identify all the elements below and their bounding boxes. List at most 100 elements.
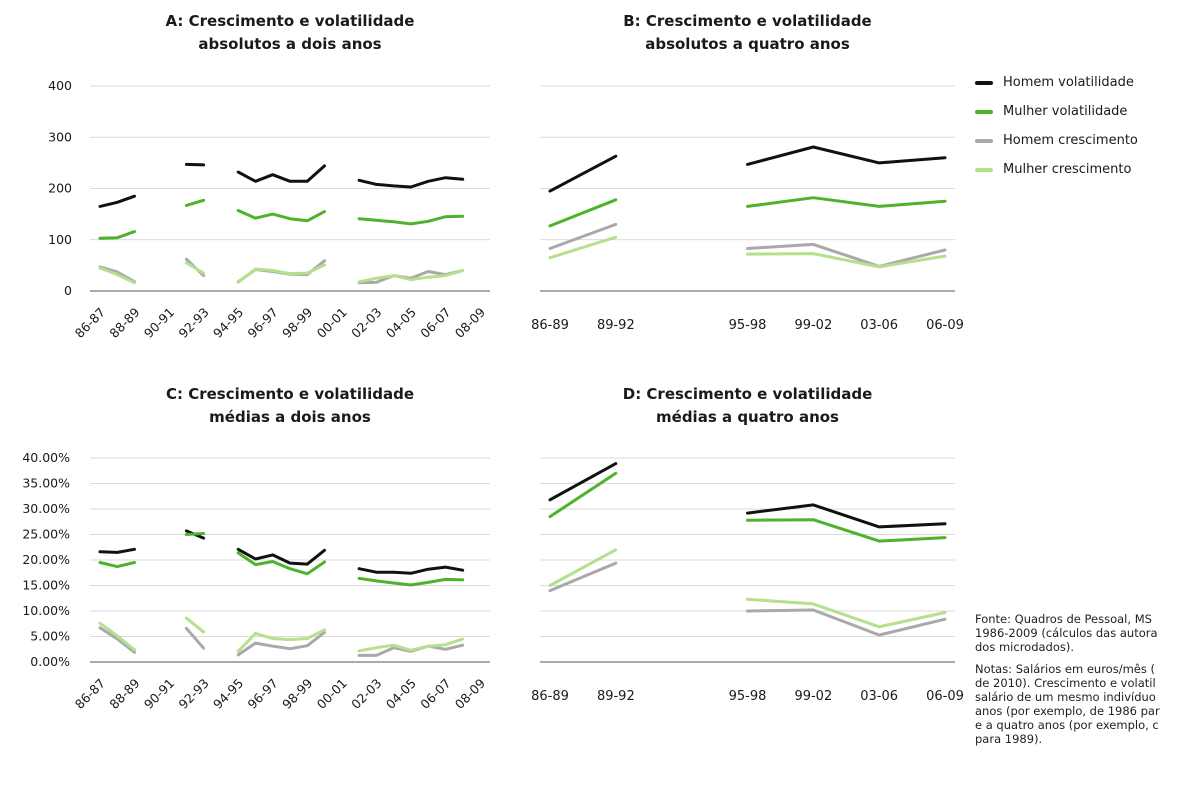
series-line-homem-crescimento: [746, 242, 947, 268]
series-line-mulher-crescimento: [98, 621, 136, 652]
chart-title: D: Crescimento e volatilidade: [623, 385, 873, 403]
legend-swatch: [975, 80, 993, 85]
notes-line: e a quatro anos (por exemplo, c: [975, 718, 1159, 732]
x-tick-label: 88-89: [106, 675, 142, 711]
series-line-homem-volatilidade: [98, 547, 136, 554]
series-line-mulher-volatilidade: [746, 518, 947, 543]
chart-title: B: Crescimento e volatilidade: [623, 12, 871, 30]
series-line-mulher-crescimento: [746, 252, 947, 269]
series-line-mulher-volatilidade: [236, 551, 326, 576]
chart-panel-d: D: Crescimento e volatilidade médias a qu…: [531, 385, 964, 704]
x-tick-label: 03-06: [860, 318, 898, 333]
y-tick-label: 35.00%: [22, 476, 70, 491]
series-line-homem-crescimento: [746, 608, 947, 637]
y-tick-label: 300: [48, 129, 72, 144]
legend-item-mulher-crescimento: Mulher crescimento: [975, 155, 1138, 184]
series-line-homem-crescimento: [548, 222, 618, 250]
series-line-homem-crescimento: [236, 630, 326, 657]
series-line-mulher-volatilidade: [98, 561, 136, 569]
legend-item-homem-crescimento: Homem crescimento: [975, 126, 1138, 155]
chart-title: médias a quatro anos: [656, 408, 839, 426]
x-tick-label: 89-92: [597, 318, 635, 333]
series-line-homem-volatilidade: [236, 164, 326, 183]
y-tick-label: 15.00%: [22, 578, 70, 593]
x-tick-label: 00-01: [314, 305, 350, 341]
notes-line: para 1989).: [975, 732, 1043, 746]
y-tick-label: 20.00%: [22, 552, 70, 567]
y-tick-label: 10.00%: [22, 603, 70, 618]
series-line-mulher-crescimento: [357, 269, 465, 284]
x-tick-label: 95-98: [729, 318, 767, 333]
y-tick-label: 5.00%: [30, 629, 70, 644]
x-tick-label: 99-02: [794, 689, 832, 704]
source-line: 1986-2009 (cálculos das autora: [975, 626, 1158, 640]
chart-panel-a: A: Crescimento e volatilidade absolutos a…: [48, 12, 490, 341]
x-tick-label: 90-91: [141, 305, 177, 341]
legend-label: Homem crescimento: [1003, 133, 1138, 148]
series-line-homem-volatilidade: [236, 547, 326, 566]
series-line-mulher-volatilidade: [184, 198, 206, 207]
y-tick-label: 0.00%: [30, 654, 70, 669]
legend-label: Homem volatilidade: [1003, 75, 1134, 90]
x-tick-label: 89-92: [597, 689, 635, 704]
series-line-mulher-crescimento: [357, 637, 465, 653]
chart-title: C: Crescimento e volatilidade: [166, 385, 414, 403]
notes-line: anos (por exemplo, de 1986 par: [975, 704, 1160, 718]
series-line-mulher-volatilidade: [548, 471, 618, 519]
x-tick-label: 94-95: [210, 305, 246, 341]
y-tick-label: 400: [48, 78, 72, 93]
chart-panel-b: B: Crescimento e volatilidade absolutos a…: [531, 12, 964, 333]
chart-title: absolutos a dois anos: [198, 35, 381, 53]
series-line-homem-volatilidade: [548, 462, 618, 502]
series-line-mulher-volatilidade: [746, 196, 947, 208]
x-tick-label: 03-06: [860, 689, 898, 704]
series-line-mulher-crescimento: [746, 597, 947, 629]
y-tick-label: 0: [64, 283, 72, 298]
series-line-mulher-crescimento: [548, 235, 618, 260]
legend-label: Mulher volatilidade: [1003, 104, 1128, 119]
source-line: Fonte: Quadros de Pessoal, MS: [975, 612, 1152, 626]
x-tick-label: 92-93: [175, 676, 211, 712]
x-tick-label: 90-91: [141, 676, 177, 712]
x-tick-label: 86-89: [531, 689, 569, 704]
legend-swatch: [975, 109, 993, 114]
x-tick-label: 99-02: [794, 318, 832, 333]
notes-text: Notas: Salários em euros/mês ( de 2010).…: [975, 662, 1189, 746]
y-tick-label: 25.00%: [22, 527, 70, 542]
x-tick-label: 96-97: [245, 676, 281, 712]
series-line-homem-volatilidade: [357, 176, 465, 189]
series-line-mulher-crescimento: [98, 266, 136, 285]
x-tick-label: 04-05: [383, 305, 419, 341]
x-tick-label: 92-93: [175, 305, 211, 341]
x-tick-label: 06-09: [926, 689, 964, 704]
series-line-mulher-crescimento: [548, 548, 618, 587]
notes-line: de 2010). Crescimento e volatil: [975, 676, 1156, 690]
series-line-mulher-volatilidade: [184, 532, 206, 536]
x-tick-label: 06-07: [417, 676, 453, 712]
x-tick-label: 98-99: [279, 304, 315, 340]
legend-swatch: [975, 138, 993, 143]
series-line-mulher-volatilidade: [236, 209, 326, 223]
series-line-homem-volatilidade: [357, 565, 465, 575]
series-line-homem-crescimento: [184, 626, 206, 650]
x-tick-label: 94-95: [210, 676, 246, 712]
series-line-homem-crescimento: [98, 626, 136, 654]
source-notes: Fonte: Quadros de Pessoal, MS 1986-2009 …: [975, 612, 1189, 754]
notes-line: salário de um mesmo indivíduo: [975, 690, 1156, 704]
y-tick-label: 200: [48, 181, 72, 196]
y-tick-label: 100: [48, 232, 72, 247]
chart-panel-c: C: Crescimento e volatilidade médias a do…: [22, 385, 490, 712]
y-tick-label: 40.00%: [22, 450, 70, 465]
source-text: Fonte: Quadros de Pessoal, MS 1986-2009 …: [975, 612, 1189, 654]
series-line-mulher-volatilidade: [357, 214, 465, 226]
x-tick-label: 86-87: [72, 676, 108, 712]
x-tick-label: 95-98: [729, 689, 767, 704]
legend: Homem volatilidade Mulher volatilidade H…: [975, 68, 1138, 184]
series-line-mulher-volatilidade: [98, 230, 136, 240]
source-line: dos microdados).: [975, 640, 1075, 654]
x-tick-label: 08-09: [452, 304, 488, 340]
series-line-homem-volatilidade: [548, 154, 618, 193]
x-tick-label: 96-97: [245, 305, 281, 341]
x-tick-label: 98-99: [279, 675, 315, 711]
